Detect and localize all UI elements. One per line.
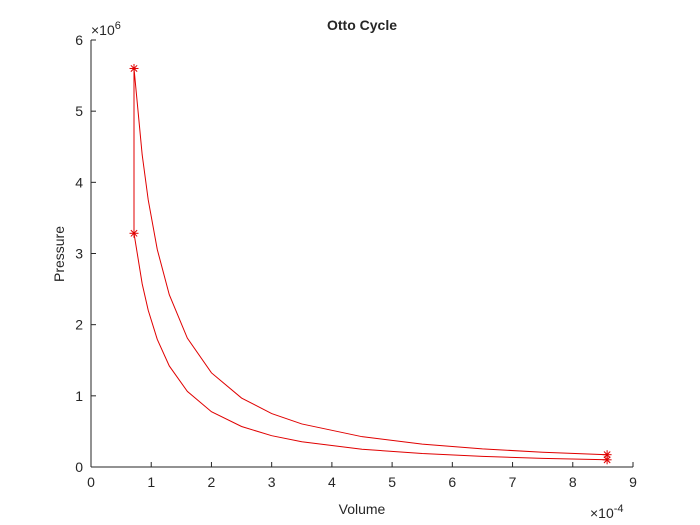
y-tick-label: 1 xyxy=(75,388,83,404)
y-exponent-base: ×10 xyxy=(91,22,115,38)
y-tick-label: 6 xyxy=(75,32,83,48)
x-exponent: ×10-4 xyxy=(590,503,624,521)
x-exponent-power: -4 xyxy=(614,503,624,515)
y-tick-label: 5 xyxy=(75,103,83,119)
x-axis-label: Volume xyxy=(339,501,386,517)
x-tick-label: 0 xyxy=(87,474,95,490)
x-tick-label: 2 xyxy=(208,474,216,490)
x-tick-label: 8 xyxy=(569,474,577,490)
state-marker xyxy=(129,228,139,238)
y-tick-label: 3 xyxy=(75,246,83,262)
state-marker xyxy=(602,450,612,460)
x-tick-label: 6 xyxy=(448,474,456,490)
chart-title: Otto Cycle xyxy=(327,17,397,33)
x-tick-label: 7 xyxy=(509,474,517,490)
x-exponent-base: ×10 xyxy=(590,505,614,521)
marker-stroke xyxy=(603,451,611,459)
y-tick-label: 2 xyxy=(75,317,83,333)
y-tick-label: 4 xyxy=(75,174,83,190)
marker-stroke xyxy=(603,456,611,464)
y-exponent: ×106 xyxy=(91,20,121,38)
x-tick-label: 4 xyxy=(328,474,336,490)
y-exponent-power: 6 xyxy=(115,20,121,32)
y-tick-label: 0 xyxy=(75,459,83,475)
y-axis-label: Pressure xyxy=(51,226,67,282)
x-tick-label: 3 xyxy=(268,474,276,490)
x-tick-label: 9 xyxy=(629,474,637,490)
x-tick-label: 5 xyxy=(388,474,396,490)
marker-stroke xyxy=(130,64,138,72)
x-tick-label: 1 xyxy=(147,474,155,490)
state-marker xyxy=(129,63,139,73)
marker-stroke xyxy=(130,229,138,237)
